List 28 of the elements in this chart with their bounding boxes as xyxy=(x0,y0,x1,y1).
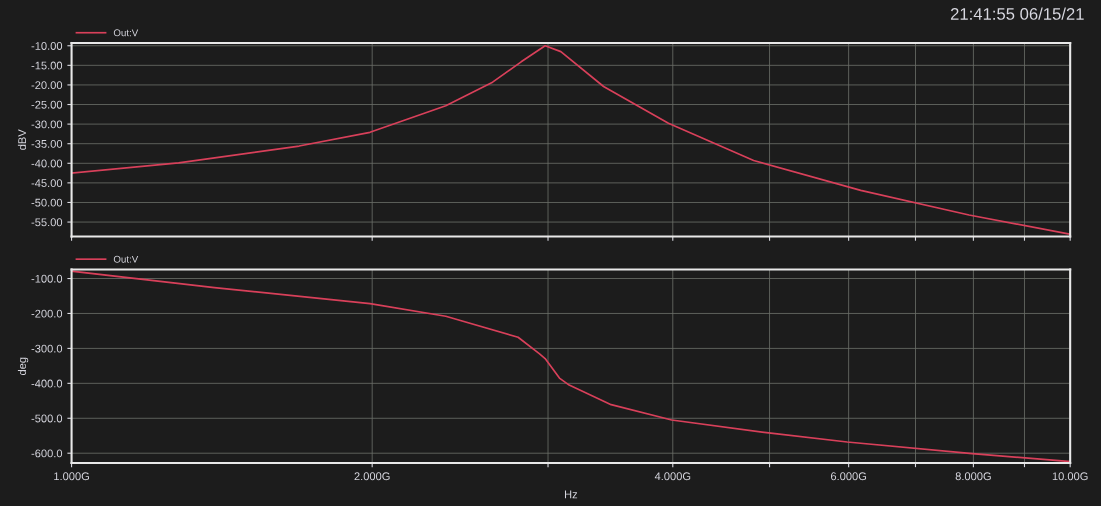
y-tick-label: -100.0 xyxy=(31,274,63,283)
legend-label: Out:V xyxy=(113,255,139,263)
x-tick-label: 6.000G xyxy=(830,472,867,481)
y-tick-label: -50.00 xyxy=(31,198,63,207)
y-tick-label: -200.0 xyxy=(31,309,63,318)
y-tick-label: -20.00 xyxy=(31,81,63,90)
y-tick-label: -300.0 xyxy=(31,344,63,353)
y-tick-label: -500.0 xyxy=(31,414,63,423)
x-tick-label: 4.000G xyxy=(654,472,691,481)
y-tick-label: -10.00 xyxy=(31,42,63,50)
x-tick-label: 2.000G xyxy=(354,472,390,481)
y-tick-label: -40.00 xyxy=(31,159,63,168)
y-tick-label: -400.0 xyxy=(31,379,63,388)
x-tick-label: 10.00G xyxy=(1052,472,1088,481)
y-tick-label: -30.00 xyxy=(31,120,63,129)
x-tick-label: 1.000G xyxy=(54,472,89,481)
y-tick-label: -25.00 xyxy=(31,100,63,109)
text: 21:41:55 06/15/21 xyxy=(950,7,1084,20)
legend-label: Out:V xyxy=(113,29,139,37)
x-tick-label: 8.000G xyxy=(955,472,991,481)
y-tick-label: -45.00 xyxy=(31,179,63,188)
y-tick-label: -600.0 xyxy=(31,449,63,458)
y-axis-title: dBV xyxy=(17,129,27,150)
y-axis-title: deg xyxy=(17,357,29,376)
x-axis-title: Hz xyxy=(564,490,578,499)
y-tick-label: -55.00 xyxy=(31,218,63,227)
y-tick-label: -15.00 xyxy=(31,61,63,70)
y-tick-label: -35.00 xyxy=(31,139,63,148)
